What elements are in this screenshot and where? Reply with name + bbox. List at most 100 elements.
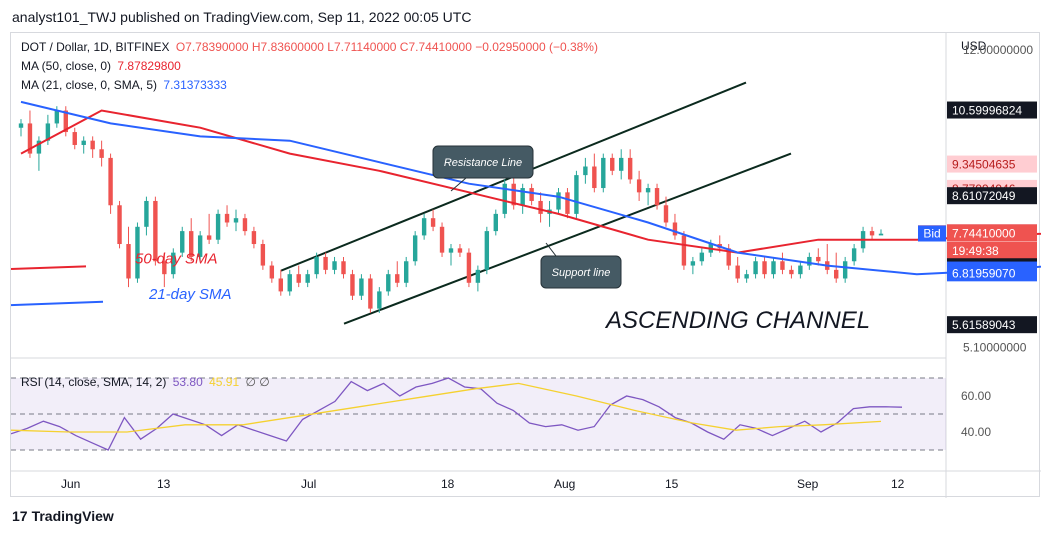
candle-body[interactable] <box>323 256 328 270</box>
candle-body[interactable] <box>619 157 624 171</box>
candle-body[interactable] <box>842 261 848 279</box>
candle-body[interactable] <box>878 233 884 236</box>
candle-body[interactable] <box>260 244 266 266</box>
candle-body[interactable] <box>735 265 740 279</box>
candle-body[interactable] <box>404 261 409 283</box>
chart-frame[interactable]: USD 12.00000000 5.10000000 60.00 40.00 Resist… <box>10 32 1041 498</box>
candle-body[interactable] <box>601 157 606 189</box>
candle-body[interactable] <box>242 218 248 232</box>
legend-ma50-row[interactable]: MA (50, close, 0) 7.87829800 <box>21 59 181 73</box>
candle-body[interactable] <box>126 244 131 279</box>
candle-body[interactable] <box>45 123 51 141</box>
candle-body[interactable] <box>144 200 149 227</box>
legend-symbol[interactable]: DOT / Dollar, 1D, BITFINEX <box>21 40 170 54</box>
candle-body[interactable] <box>511 183 516 206</box>
candle-body[interactable] <box>502 183 507 214</box>
candle-body[interactable] <box>699 252 705 262</box>
candle-body[interactable] <box>278 278 283 292</box>
candle-body[interactable] <box>690 261 696 266</box>
candle-body[interactable] <box>99 149 104 158</box>
candle-body[interactable] <box>663 205 669 223</box>
candle-body[interactable] <box>565 192 570 214</box>
candle-body[interactable] <box>180 231 185 253</box>
candle-body[interactable] <box>789 269 794 275</box>
candle-body[interactable] <box>368 278 373 309</box>
candle-body[interactable] <box>807 256 812 266</box>
candle-body[interactable] <box>269 265 275 279</box>
candle-body[interactable] <box>627 157 633 180</box>
candle-body[interactable] <box>386 274 391 292</box>
candle-body[interactable] <box>654 188 660 206</box>
candle-body[interactable] <box>816 256 821 262</box>
candle-body[interactable] <box>439 226 445 253</box>
candle-body[interactable] <box>538 200 543 214</box>
candle-body[interactable] <box>90 140 95 150</box>
candle-body[interactable] <box>636 179 642 193</box>
candle-body[interactable] <box>72 132 77 145</box>
candle-body[interactable] <box>744 274 749 279</box>
candle-body[interactable] <box>296 274 301 283</box>
candle-body[interactable] <box>341 261 346 275</box>
candle-body[interactable] <box>798 265 803 275</box>
candle-body[interactable] <box>197 235 203 257</box>
candle-body[interactable] <box>377 291 382 309</box>
candle-body[interactable] <box>18 123 24 128</box>
candle-body[interactable] <box>189 231 194 257</box>
tradingview-logo[interactable]: 17 TradingView <box>12 508 114 524</box>
support-callout-box[interactable] <box>540 255 622 289</box>
candle-body[interactable] <box>395 274 400 283</box>
candle-body[interactable] <box>681 235 687 266</box>
candle-body[interactable] <box>610 157 615 171</box>
candle-body[interactable] <box>466 252 472 283</box>
support-line[interactable] <box>343 152 792 325</box>
candle-body[interactable] <box>421 218 427 236</box>
candle-body[interactable] <box>556 192 561 210</box>
candle-body[interactable] <box>520 188 525 206</box>
candle-body[interactable] <box>314 256 319 275</box>
candle-body[interactable] <box>583 166 588 176</box>
candle-body[interactable] <box>493 213 498 232</box>
candle-body[interactable] <box>359 278 364 296</box>
candle-body[interactable] <box>153 200 158 262</box>
candle-body[interactable] <box>287 274 292 292</box>
legend-ma21-row[interactable]: MA (21, close, 0, SMA, 5) 7.31373333 <box>21 78 227 92</box>
candle-body[interactable] <box>412 235 418 262</box>
candle-body[interactable] <box>834 269 839 279</box>
candle-body[interactable] <box>224 213 230 223</box>
candle-body[interactable] <box>869 231 875 236</box>
candle-body[interactable] <box>171 252 176 275</box>
candle-body[interactable] <box>233 218 239 223</box>
candle-body[interactable] <box>108 157 113 206</box>
candle-body[interactable] <box>645 188 651 193</box>
candle-body[interactable] <box>484 231 490 270</box>
candle-body[interactable] <box>215 213 221 240</box>
candle-body[interactable] <box>762 261 767 275</box>
candle-body[interactable] <box>81 140 86 145</box>
candle-body[interactable] <box>350 274 355 296</box>
candle-body[interactable] <box>63 110 68 133</box>
candle-body[interactable] <box>27 123 33 154</box>
candle-body[interactable] <box>753 261 758 275</box>
candle-body[interactable] <box>206 235 212 240</box>
candle-body[interactable] <box>117 205 122 245</box>
candle-body[interactable] <box>574 175 579 214</box>
candle-body[interactable] <box>475 269 481 283</box>
candle-body[interactable] <box>529 188 534 201</box>
candle-body[interactable] <box>251 231 257 245</box>
candle-body[interactable] <box>54 110 60 124</box>
candle-body[interactable] <box>36 140 42 154</box>
candle-body[interactable] <box>672 222 678 236</box>
candle-body[interactable] <box>430 218 436 227</box>
legend-rsi-row[interactable]: RSI (14, close, SMA, 14, 2) 53.80 45.91 … <box>21 375 270 389</box>
candle-body[interactable] <box>162 261 167 275</box>
resistance-callout-box[interactable] <box>432 145 534 179</box>
candle-body[interactable] <box>332 261 337 270</box>
candle-body[interactable] <box>135 226 140 279</box>
candle-body[interactable] <box>771 261 776 275</box>
candle-body[interactable] <box>592 166 597 189</box>
candle-body[interactable] <box>851 248 857 262</box>
candle-body[interactable] <box>780 261 785 270</box>
candle-body[interactable] <box>726 248 731 266</box>
candle-body[interactable] <box>305 274 310 283</box>
